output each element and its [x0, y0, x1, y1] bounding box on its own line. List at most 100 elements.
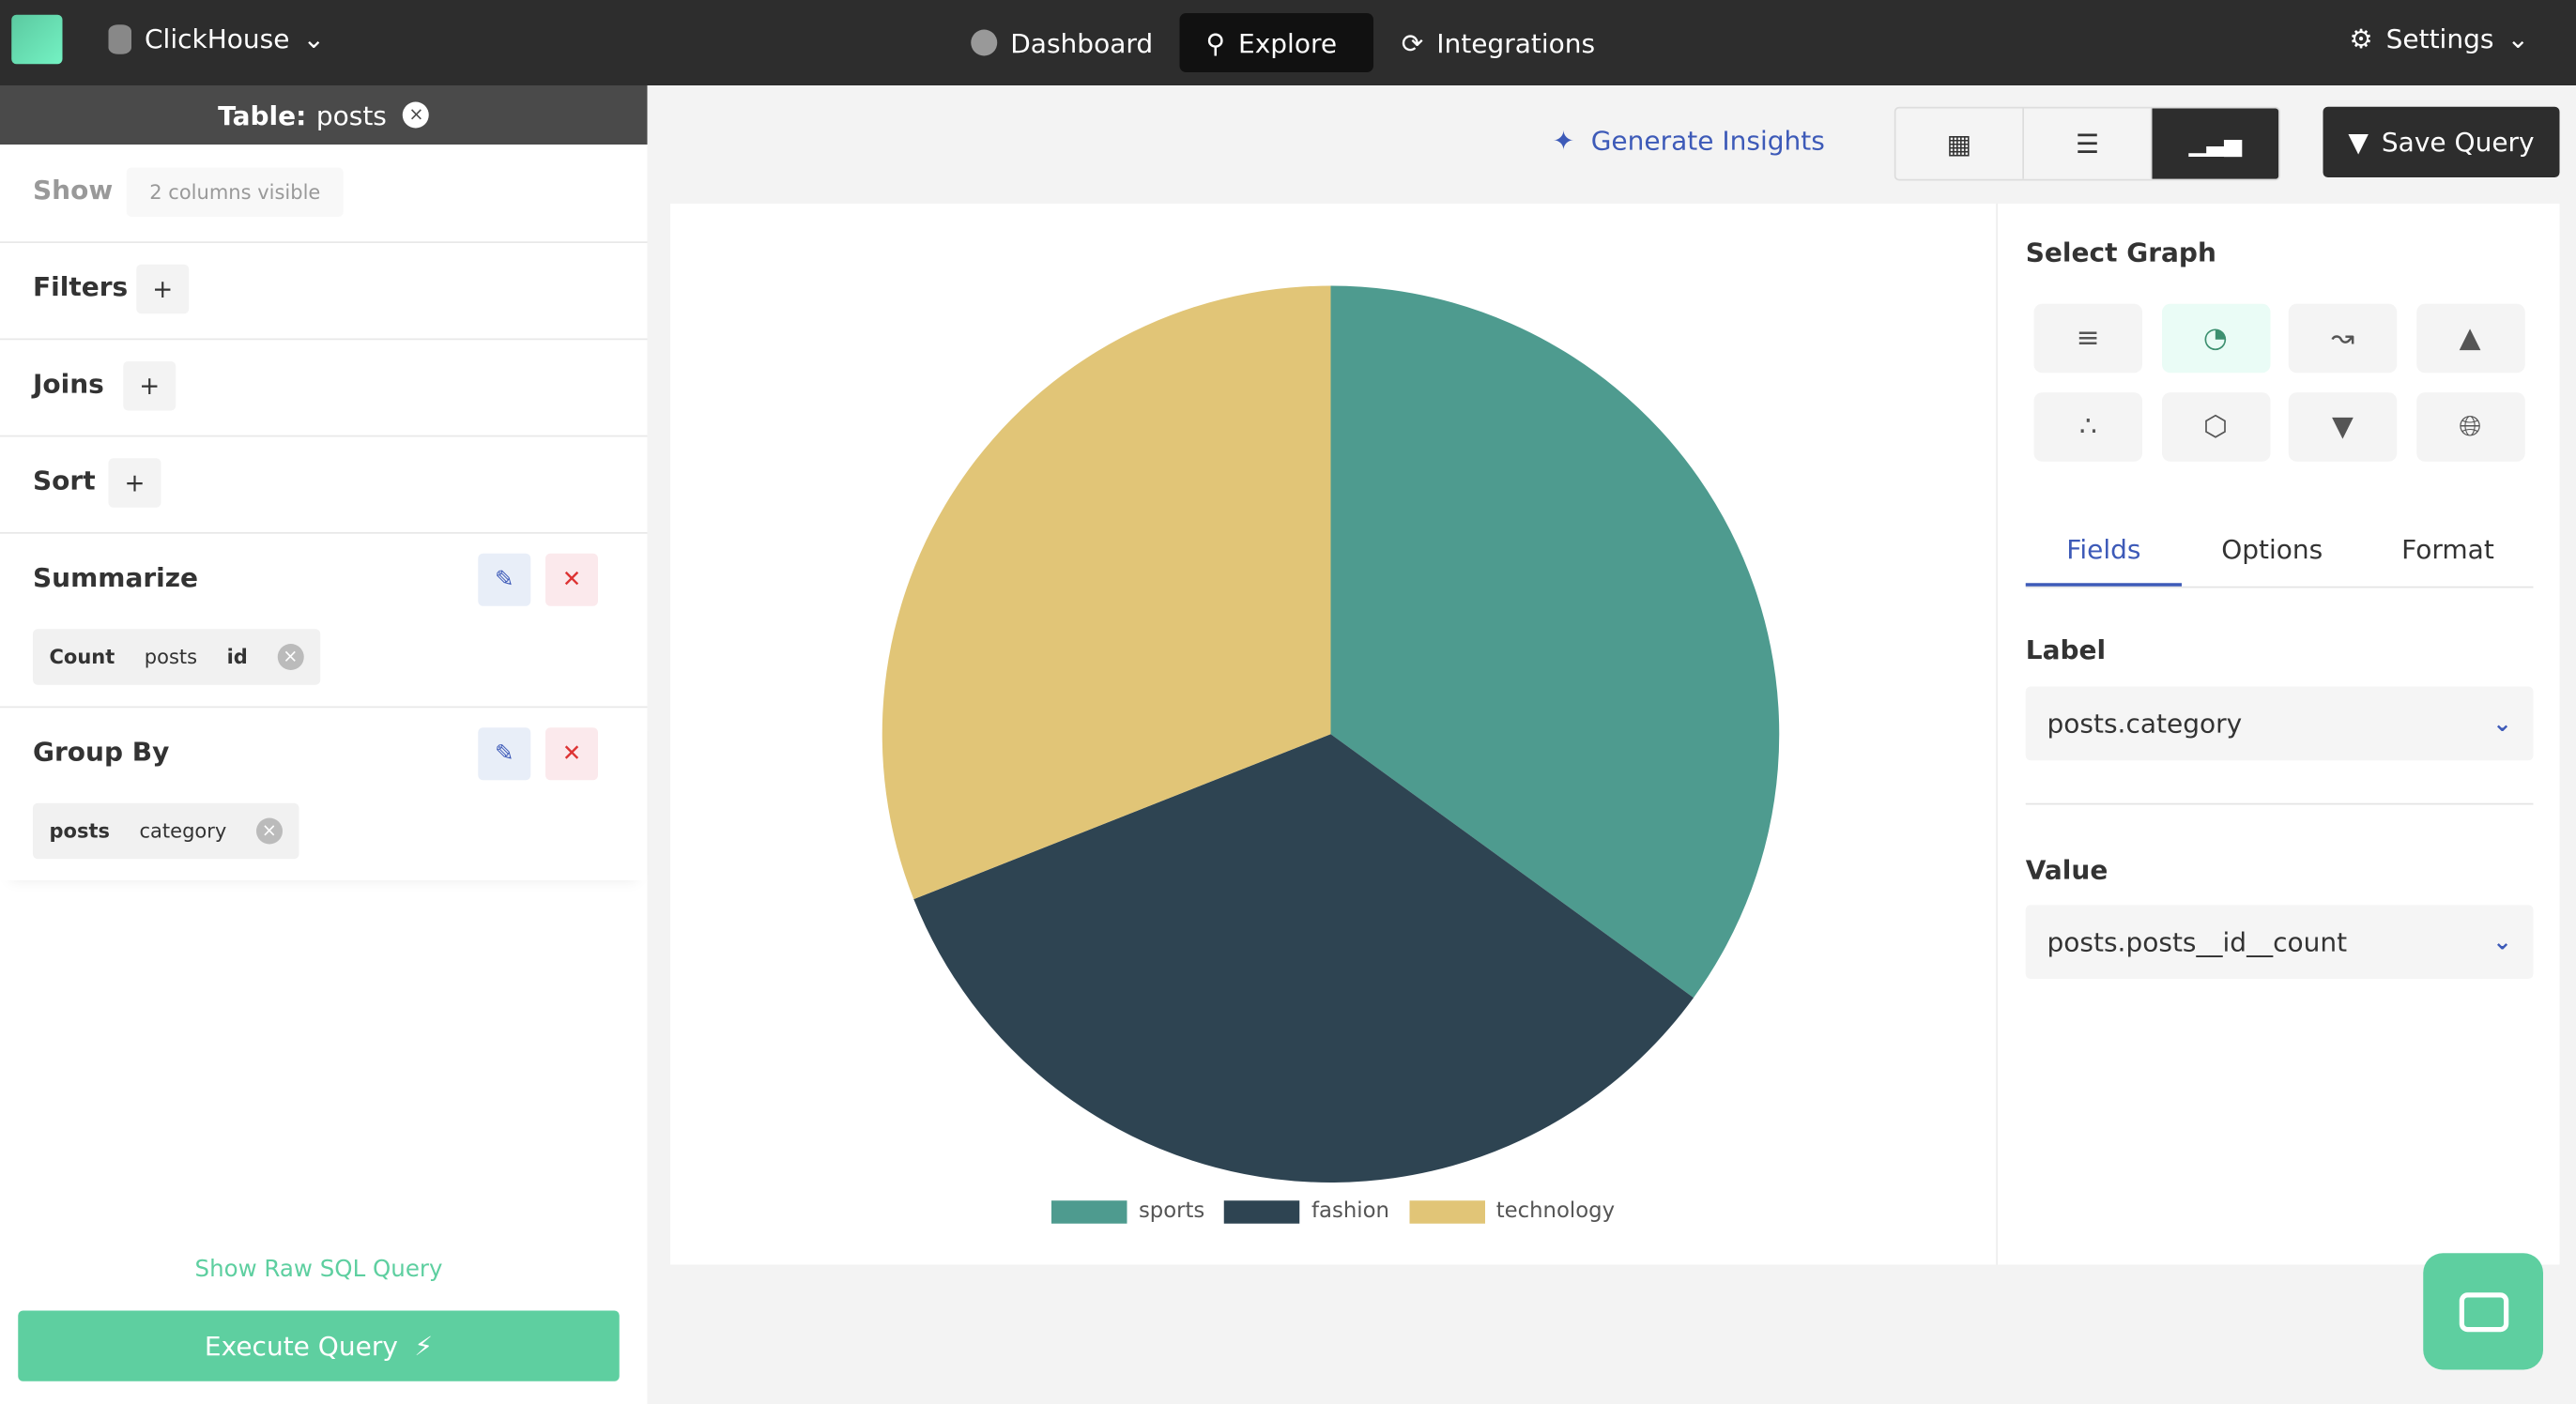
list-view-button[interactable]: ☰: [2024, 108, 2153, 179]
remove-summarize-button[interactable]: ✕: [545, 553, 598, 606]
pie-chart-icon: ◔: [2202, 322, 2228, 355]
divider: [2025, 802, 2534, 805]
value-field-title: Value: [2025, 854, 2108, 886]
chevron-down-icon: ⌄: [302, 23, 325, 54]
chat-icon: [2458, 1291, 2508, 1332]
add-filter-button[interactable]: +: [136, 264, 190, 314]
graph-type-line[interactable]: ↝: [2288, 303, 2398, 374]
chart-view-button[interactable]: ▁▃▅: [2152, 108, 2279, 179]
funnel-icon: ▼: [2348, 126, 2369, 158]
table-name: posts: [49, 819, 111, 843]
legend-swatch: [1408, 1199, 1485, 1223]
filters-section: Filters +: [0, 241, 648, 341]
lightning-icon: ⚡︎: [414, 1330, 434, 1362]
chat-button[interactable]: [2423, 1253, 2543, 1370]
nav-integrations[interactable]: ⟳ Integrations: [1375, 13, 1621, 72]
search-icon: ⚲: [1205, 26, 1226, 59]
database-icon: [108, 23, 131, 53]
graph-type-pie[interactable]: ◔: [2161, 303, 2270, 374]
chevron-down-icon: ⌄: [2492, 710, 2512, 737]
group-by-label: Group By: [33, 736, 170, 768]
nav-dashboard[interactable]: Dashboard: [944, 13, 1179, 72]
sort-section: Sort +: [0, 435, 648, 534]
group-by-pill[interactable]: posts category ×: [33, 802, 299, 860]
graph-type-bar[interactable]: ≡: [2033, 303, 2142, 374]
table-view-button[interactable]: ▦: [1896, 108, 2024, 179]
nav-label: Explore: [1238, 26, 1338, 59]
summarize-label: Summarize: [33, 561, 199, 593]
group-by-section: Group By ✎ ✕ posts category ×: [0, 707, 648, 881]
bar-chart-icon: ▁▃▅: [2188, 130, 2243, 158]
tab-fields[interactable]: Fields: [2025, 517, 2182, 587]
edit-group-by-button[interactable]: ✎: [478, 727, 531, 781]
legend-item[interactable]: sports: [1051, 1199, 1204, 1224]
tab-options[interactable]: Options: [2221, 533, 2323, 565]
graph-type-radar[interactable]: ⬡: [2161, 392, 2270, 462]
summarize-pill[interactable]: Count posts id ×: [33, 629, 320, 685]
legend-swatch: [1224, 1199, 1300, 1223]
edit-summarize-button[interactable]: ✎: [478, 553, 531, 606]
add-join-button[interactable]: +: [123, 361, 176, 411]
columns-visible-button[interactable]: 2 columns visible: [126, 167, 344, 217]
graph-type-scatter[interactable]: ∴: [2033, 392, 2142, 462]
generate-insights-button[interactable]: ✦ Generate Insights: [1553, 125, 1825, 156]
value-select-value: posts.posts__id__count: [2047, 926, 2348, 958]
add-sort-button[interactable]: +: [108, 458, 161, 508]
view-toggle: ▦ ☰ ▁▃▅: [1894, 106, 2280, 181]
summarize-section: Summarize ✎ ✕ Count posts id ×: [0, 532, 648, 709]
area-chart-icon: ▲: [2459, 322, 2481, 355]
save-query-button[interactable]: ▼ Save Query: [2323, 106, 2560, 177]
scatter-chart-icon: ∴: [2078, 410, 2097, 444]
top-bar: ClickHouse ⌄ Dashboard ⚲ Explore ⟳ Integ…: [0, 0, 2576, 85]
gear-icon: ⚙: [2349, 23, 2373, 54]
show-label: Show: [33, 174, 114, 206]
execute-label: Execute Query: [204, 1330, 398, 1362]
graph-type-area[interactable]: ▲: [2415, 303, 2524, 374]
gauge-icon: [971, 29, 998, 56]
map-chart-icon: 🌐︎: [2459, 410, 2482, 444]
graph-type-funnel[interactable]: ▼: [2288, 392, 2398, 462]
pie-slice-technology[interactable]: [882, 285, 1331, 900]
table-header: Table: posts ×: [0, 85, 648, 145]
app-logo[interactable]: [11, 14, 63, 65]
legend-item[interactable]: fashion: [1224, 1199, 1389, 1224]
legend-label: technology: [1495, 1198, 1616, 1224]
remove-summarize-pill-icon[interactable]: ×: [277, 644, 304, 670]
database-selector[interactable]: ClickHouse ⌄: [108, 23, 325, 54]
panel-tabs: Fields Options Format: [2025, 517, 2534, 588]
table-name: posts: [315, 99, 387, 131]
label-field-title: Label: [2025, 633, 2107, 665]
pie-slice-sports[interactable]: [1330, 285, 1780, 999]
table-label: Table:: [218, 99, 307, 131]
nav-explore[interactable]: ⚲ Explore: [1179, 13, 1373, 72]
execute-query-button[interactable]: Execute Query ⚡︎: [18, 1310, 620, 1381]
chevron-down-icon: ⌄: [2492, 928, 2512, 955]
value-select[interactable]: posts.posts__id__count ⌄: [2025, 905, 2534, 979]
sort-label: Sort: [33, 465, 96, 496]
sparkle-icon: ✦: [1552, 125, 1575, 157]
nav-label: Dashboard: [1010, 26, 1154, 59]
remove-group-by-button[interactable]: ✕: [545, 727, 598, 781]
label-select-value: posts.category: [2047, 708, 2243, 740]
agg-name: Count: [49, 645, 115, 669]
query-builder-sidebar: Table: posts × Show 2 columns visible Fi…: [0, 85, 648, 1404]
bar-chart-icon: ≡: [2076, 322, 2100, 355]
graph-type-map[interactable]: 🌐︎: [2415, 392, 2524, 462]
settings-menu[interactable]: ⚙ Settings ⌄: [2350, 23, 2529, 54]
label-select[interactable]: posts.category ⌄: [2025, 686, 2534, 761]
pie-slice-fashion[interactable]: [913, 734, 1694, 1183]
table-name: posts: [144, 645, 198, 669]
remove-group-by-pill-icon[interactable]: ×: [255, 817, 283, 845]
legend-item[interactable]: technology: [1408, 1198, 1616, 1224]
radar-chart-icon: ⬡: [2202, 410, 2228, 444]
panel-divider: [1996, 204, 1998, 1265]
tab-format[interactable]: Format: [2401, 533, 2494, 565]
remove-table-icon[interactable]: ×: [403, 101, 430, 129]
show-section: Show 2 columns visible: [0, 145, 648, 243]
legend-label: sports: [1138, 1198, 1205, 1224]
select-graph-title: Select Graph: [2025, 237, 2216, 268]
show-raw-sql-link[interactable]: Show Raw SQL Query: [194, 1256, 443, 1283]
funnel-chart-icon: ▼: [2332, 410, 2354, 444]
generate-insights-label: Generate Insights: [1590, 125, 1825, 157]
table-icon: ▦: [1946, 128, 1972, 160]
